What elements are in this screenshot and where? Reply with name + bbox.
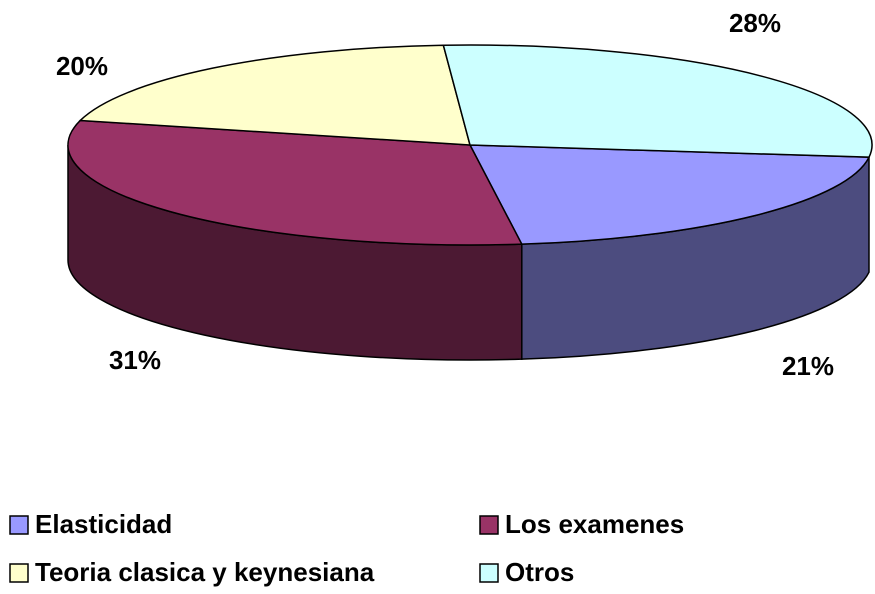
legend-swatch bbox=[479, 515, 499, 535]
legend-label: Teoria clasica y keynesiana bbox=[35, 557, 375, 587]
data-label: 20% bbox=[56, 51, 108, 81]
pie-slice bbox=[78, 44, 471, 146]
legend-swatch bbox=[479, 563, 499, 583]
data-label: 21% bbox=[782, 351, 834, 381]
pie-slice bbox=[67, 119, 523, 246]
legend-swatch bbox=[9, 563, 29, 583]
data-label: 31% bbox=[109, 345, 161, 375]
legend-label: Los examenes bbox=[505, 509, 684, 539]
legend-label: Elasticidad bbox=[35, 509, 172, 539]
legend-label: Otros bbox=[505, 557, 574, 587]
pie-slice bbox=[442, 44, 873, 158]
pie-slice bbox=[468, 144, 871, 245]
legend-swatch bbox=[9, 515, 29, 535]
data-label: 28% bbox=[729, 8, 781, 38]
